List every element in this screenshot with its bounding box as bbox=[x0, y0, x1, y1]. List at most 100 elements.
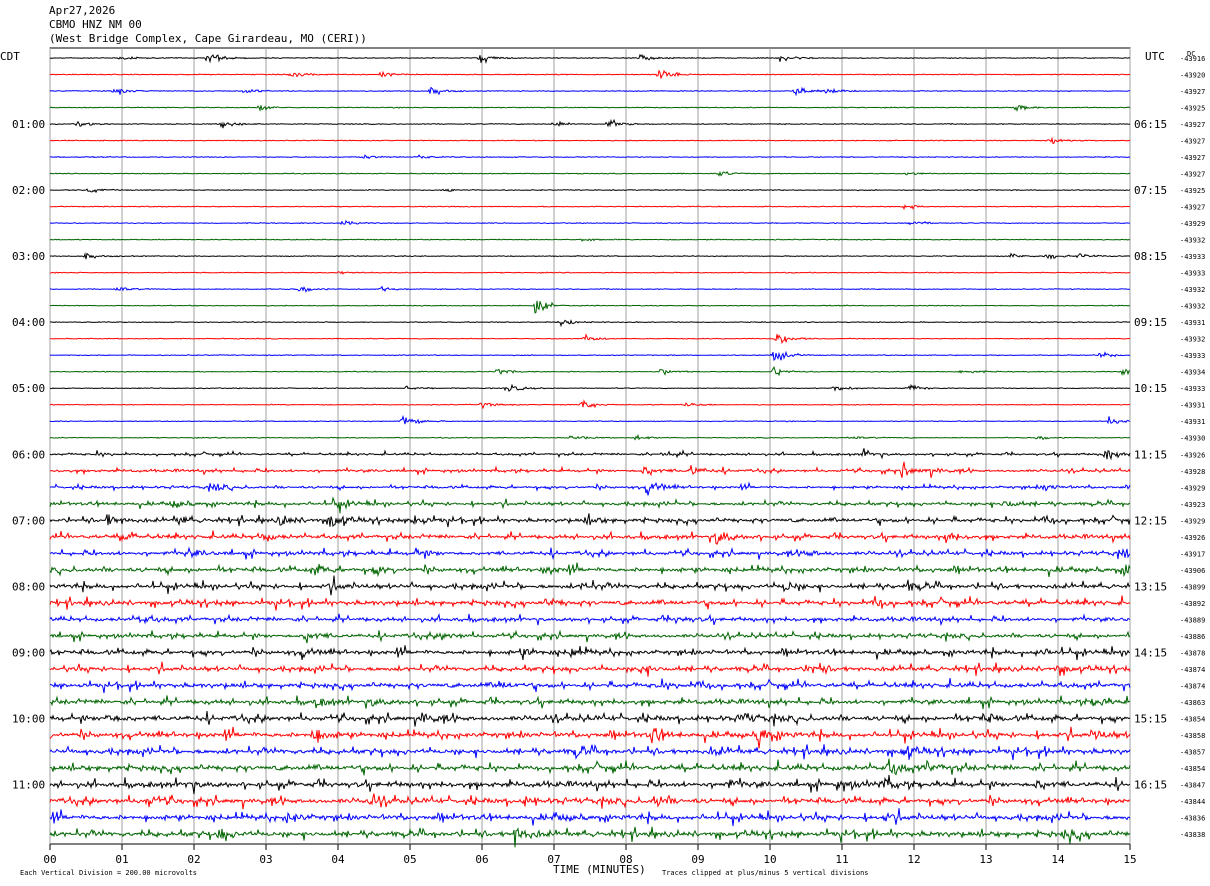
seismic-trace bbox=[49, 793, 1131, 810]
dc-offset-label: -43874 bbox=[1180, 682, 1205, 690]
seismic-trace bbox=[49, 595, 1131, 611]
seismic-trace bbox=[49, 808, 1131, 827]
x-tick-label: 11 bbox=[835, 853, 848, 866]
plot-date: Apr27,2026 bbox=[49, 4, 116, 17]
seismic-trace bbox=[49, 695, 1131, 710]
dc-offset-label: -43927 bbox=[1180, 121, 1205, 129]
dc-offset-label: -43836 bbox=[1180, 814, 1205, 822]
x-tick-label: 12 bbox=[907, 853, 920, 866]
dc-offset-label: -43932 bbox=[1180, 303, 1205, 311]
x-tick-label: 02 bbox=[187, 853, 200, 866]
dc-offset-label: -43931 bbox=[1180, 319, 1205, 327]
seismic-trace bbox=[49, 661, 1131, 677]
seismic-trace bbox=[49, 118, 1131, 129]
x-tick-label: 14 bbox=[1051, 853, 1065, 866]
seismic-trace bbox=[49, 350, 1131, 362]
seismic-trace bbox=[49, 562, 1131, 578]
seismic-trace bbox=[49, 383, 1130, 392]
dc-offset-label: -43917 bbox=[1180, 550, 1205, 558]
dc-offset-label: -43858 bbox=[1180, 732, 1205, 740]
seismic-trace bbox=[49, 496, 1131, 514]
seismic-trace bbox=[49, 270, 1130, 275]
right-axis-label: UTC bbox=[1145, 50, 1165, 63]
dc-offset-label: -43932 bbox=[1180, 286, 1205, 294]
dc-offset-label: -43931 bbox=[1180, 402, 1205, 410]
utc-time-label: 07:15 bbox=[1134, 184, 1167, 197]
seismic-trace bbox=[49, 414, 1131, 425]
seismic-trace bbox=[49, 461, 1131, 478]
x-tick-label: 13 bbox=[979, 853, 992, 866]
cdt-time-label: 03:00 bbox=[12, 250, 45, 263]
x-tick-label: 08 bbox=[619, 853, 632, 866]
dc-offset-label: -43854 bbox=[1180, 715, 1205, 723]
seismic-trace bbox=[49, 726, 1131, 749]
plot-frame bbox=[49, 47, 1131, 845]
x-tick-label: 09 bbox=[691, 853, 704, 866]
dc-offset-label: -43927 bbox=[1180, 204, 1205, 212]
x-tick-label: 10 bbox=[763, 853, 776, 866]
dc-offset-label: -43925 bbox=[1180, 105, 1205, 113]
dc-offset-label: -43878 bbox=[1180, 649, 1205, 657]
dc-offset-label: -43932 bbox=[1180, 237, 1205, 245]
seismic-trace bbox=[49, 758, 1131, 776]
utc-time-label: 14:15 bbox=[1134, 646, 1167, 659]
seismic-trace bbox=[50, 399, 1131, 410]
dc-offset-label: -43933 bbox=[1180, 253, 1205, 261]
cdt-time-label: 02:00 bbox=[12, 184, 45, 197]
cdt-time-label: 06:00 bbox=[12, 448, 45, 461]
left-axis-label: CDT bbox=[0, 50, 20, 63]
utc-time-label: 10:15 bbox=[1134, 382, 1167, 395]
seismic-trace bbox=[49, 629, 1131, 644]
cdt-time-label: 04:00 bbox=[12, 316, 45, 329]
seismic-trace bbox=[49, 481, 1131, 496]
utc-time-label: 12:15 bbox=[1134, 514, 1167, 527]
cdt-time-label: 01:00 bbox=[12, 118, 45, 131]
seismic-trace bbox=[49, 154, 1131, 160]
dc-offset-label: -43933 bbox=[1180, 385, 1205, 393]
seismic-trace bbox=[49, 238, 1131, 242]
grid-layer bbox=[49, 47, 1131, 845]
dc-offset-label: -43929 bbox=[1180, 517, 1205, 525]
dc-offset-label: -43926 bbox=[1180, 451, 1205, 459]
clip-note: Traces clipped at plus/minus 5 vertical … bbox=[662, 869, 869, 877]
seismic-trace bbox=[50, 188, 1131, 194]
seismic-trace bbox=[49, 300, 1131, 314]
dc-offset-label: -43886 bbox=[1180, 633, 1205, 641]
utc-time-label: 08:15 bbox=[1134, 250, 1167, 263]
dc-offset-label: -43925 bbox=[1180, 187, 1205, 195]
dc-offset-label: -43847 bbox=[1180, 781, 1205, 789]
cdt-time-label: 09:00 bbox=[12, 646, 45, 659]
dc-offset-label: -43857 bbox=[1180, 748, 1205, 756]
plot-station: CBMO HNZ NM 00 bbox=[49, 18, 142, 31]
seismic-trace bbox=[49, 333, 1131, 345]
seismic-trace bbox=[49, 86, 1131, 97]
seismic-trace bbox=[49, 774, 1131, 795]
seismic-trace bbox=[49, 285, 1130, 293]
cdt-time-label: 07:00 bbox=[12, 514, 45, 527]
seismic-trace bbox=[49, 433, 1131, 441]
utc-time-label: 09:15 bbox=[1134, 316, 1167, 329]
plot-location: (West Bridge Complex, Cape Girardeau, MO… bbox=[49, 32, 367, 45]
dc-offset-label: -43854 bbox=[1180, 765, 1205, 773]
dc-offset-label: -43874 bbox=[1180, 666, 1205, 674]
x-tick-label: 03 bbox=[259, 853, 272, 866]
dc-offset-label: -43932 bbox=[1180, 336, 1205, 344]
x-axis-title: TIME (MINUTES) bbox=[553, 863, 646, 876]
seismic-trace bbox=[49, 219, 1131, 226]
seismic-trace bbox=[49, 319, 1131, 328]
dc-offset-label: -43930 bbox=[1180, 435, 1205, 443]
utc-time-label: 13:15 bbox=[1134, 580, 1167, 593]
seismic-trace bbox=[49, 513, 1131, 528]
trace-layer bbox=[49, 53, 1131, 848]
seismic-trace bbox=[49, 575, 1131, 596]
cdt-time-label: 08:00 bbox=[12, 580, 45, 593]
seismic-trace bbox=[49, 136, 1131, 145]
dc-offset-label: -43920 bbox=[1180, 72, 1205, 80]
utc-time-label: 06:15 bbox=[1134, 118, 1167, 131]
seismic-trace bbox=[49, 645, 1131, 661]
seismic-trace bbox=[49, 53, 1131, 65]
seismic-trace bbox=[49, 744, 1131, 761]
seismic-trace bbox=[49, 366, 1131, 377]
x-tick-label: 07 bbox=[547, 853, 560, 866]
